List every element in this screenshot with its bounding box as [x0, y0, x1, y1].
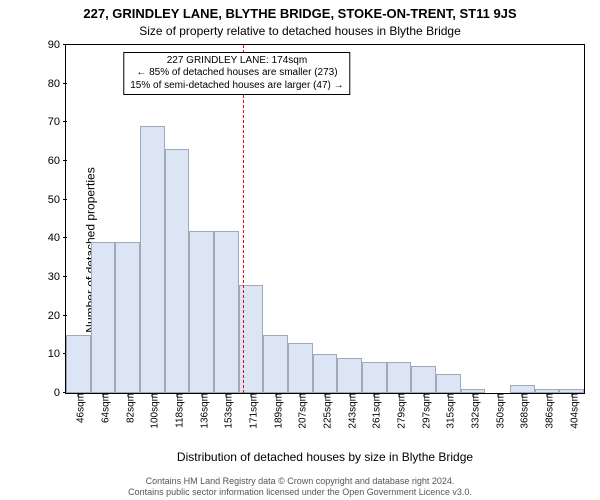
y-tick: 50: [48, 194, 66, 206]
histogram-bar: [140, 126, 165, 393]
x-tick: 153sqm: [218, 393, 235, 429]
x-tick: 386sqm: [539, 393, 556, 429]
annotation-line-3: 15% of semi-detached houses are larger (…: [130, 80, 343, 93]
y-tick: 90: [48, 39, 66, 51]
x-tick: 368sqm: [514, 393, 531, 429]
x-tick: 118sqm: [169, 393, 186, 428]
histogram-bar: [214, 231, 239, 393]
x-tick: 315sqm: [440, 393, 457, 429]
annotation-line-1: 227 GRINDLEY LANE: 174sqm: [130, 55, 343, 68]
y-tick: 80: [48, 78, 66, 90]
y-tick: 10: [48, 348, 66, 360]
y-tick: 70: [48, 116, 66, 128]
x-tick: 279sqm: [391, 393, 408, 429]
x-tick: 207sqm: [292, 393, 309, 429]
annotation-box: 227 GRINDLEY LANE: 174sqm← 85% of detach…: [123, 52, 350, 96]
histogram-bar: [288, 343, 313, 393]
x-axis-label: Distribution of detached houses by size …: [65, 450, 585, 464]
x-tick: 261sqm: [366, 393, 383, 429]
histogram-bar: [189, 231, 214, 393]
y-tick: 20: [48, 310, 66, 322]
histogram-bar: [387, 362, 412, 393]
x-tick: 171sqm: [243, 393, 260, 429]
histogram-bar: [313, 354, 338, 393]
histogram-bar: [263, 335, 288, 393]
chart-title: 227, GRINDLEY LANE, BLYTHE BRIDGE, STOKE…: [0, 6, 600, 21]
x-tick: 100sqm: [144, 393, 161, 429]
histogram-bar: [165, 149, 190, 393]
x-tick: 332sqm: [465, 393, 482, 429]
histogram-bar: [510, 385, 535, 393]
y-tick: 30: [48, 271, 66, 283]
histogram-bar: [411, 366, 436, 393]
x-tick: 64sqm: [95, 393, 112, 423]
footer-attribution: Contains HM Land Registry data © Crown c…: [0, 476, 600, 498]
y-tick: 40: [48, 232, 66, 244]
plot-area: 010203040506070809046sqm64sqm82sqm100sqm…: [65, 44, 585, 394]
histogram-bar: [337, 358, 362, 393]
x-tick: 243sqm: [341, 393, 358, 429]
x-tick: 82sqm: [119, 393, 136, 423]
x-tick: 297sqm: [415, 393, 432, 429]
x-tick: 350sqm: [489, 393, 506, 429]
x-tick: 46sqm: [70, 393, 87, 423]
y-tick: 0: [54, 387, 66, 399]
histogram-bar: [436, 374, 461, 393]
histogram-bar: [91, 242, 116, 393]
x-tick: 225sqm: [317, 393, 334, 429]
footer-line-2: Contains public sector information licen…: [0, 487, 600, 498]
footer-line-1: Contains HM Land Registry data © Crown c…: [0, 476, 600, 487]
annotation-line-2: ← 85% of detached houses are smaller (27…: [130, 67, 343, 80]
histogram-bar: [362, 362, 387, 393]
x-tick: 404sqm: [563, 393, 580, 429]
x-tick: 189sqm: [267, 393, 284, 429]
histogram-bar: [66, 335, 91, 393]
chart-subtitle: Size of property relative to detached ho…: [0, 24, 600, 38]
chart-container: 227, GRINDLEY LANE, BLYTHE BRIDGE, STOKE…: [0, 0, 600, 500]
reference-line: [243, 45, 244, 393]
y-tick: 60: [48, 155, 66, 167]
histogram-bar: [115, 242, 140, 393]
x-tick: 136sqm: [193, 393, 210, 429]
